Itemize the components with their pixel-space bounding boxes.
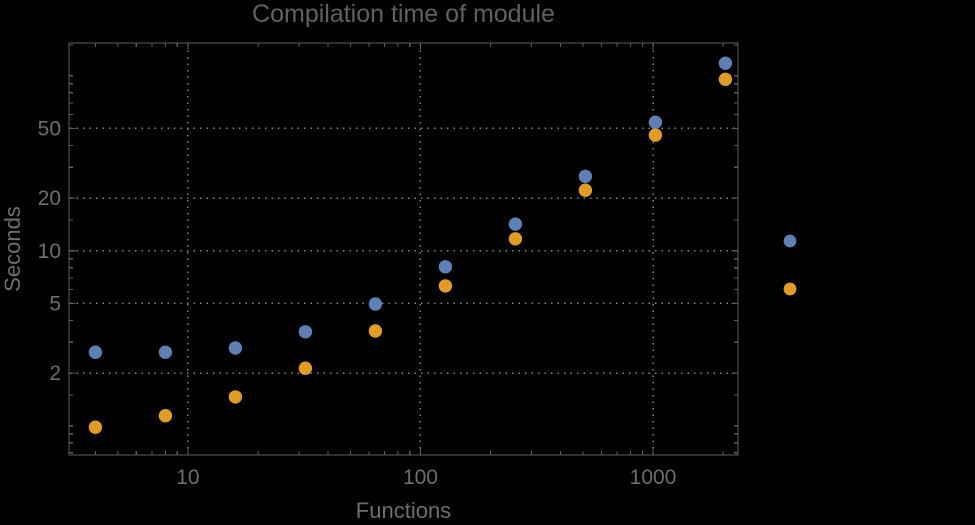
y-tick-label: 2: [49, 362, 61, 385]
data-point-blue: [648, 115, 663, 129]
data-point-blue: [438, 260, 453, 274]
data-point-orange: [578, 183, 593, 197]
data-point-blue: [368, 297, 383, 311]
data-point-blue: [88, 345, 103, 359]
x-tick-label: 100: [403, 466, 438, 489]
data-point-orange: [158, 409, 173, 423]
y-tick-label: 50: [38, 117, 61, 140]
data-point-blue: [298, 325, 313, 339]
data-point-orange: [718, 72, 733, 87]
plot-frame: [68, 42, 739, 456]
y-tick-label: 20: [38, 187, 61, 210]
y-tick-label: 10: [38, 240, 61, 263]
data-point-orange: [508, 232, 523, 246]
data-point-blue: [508, 217, 523, 231]
chart-title: Compilation time of module: [252, 0, 555, 28]
data-point-blue: [158, 345, 173, 359]
data-point-orange: [298, 361, 313, 375]
data-point-orange: [228, 390, 243, 404]
data-point-blue: [228, 341, 243, 355]
x-tick-label: 1000: [630, 466, 677, 489]
data-point-orange: [368, 324, 383, 338]
legend-marker-orange: [783, 282, 797, 296]
x-tick-label: 10: [176, 466, 199, 489]
legend-marker-blue: [783, 234, 797, 248]
y-axis-label: Seconds: [0, 206, 25, 292]
data-point-orange: [648, 128, 663, 142]
x-axis-label: Functions: [355, 498, 452, 523]
data-point-orange: [438, 279, 453, 293]
data-point-blue: [718, 56, 733, 70]
data-point-blue: [578, 169, 593, 184]
y-tick-label: 5: [49, 292, 61, 315]
data-point-orange: [88, 420, 103, 434]
